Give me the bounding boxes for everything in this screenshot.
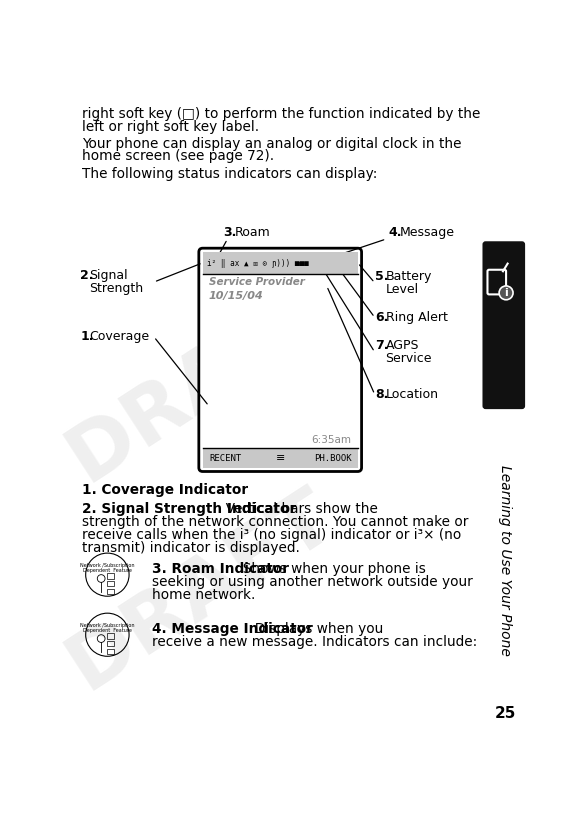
Text: Battery: Battery xyxy=(386,270,432,283)
Text: 4. Message Indicator: 4. Message Indicator xyxy=(151,622,313,636)
Bar xyxy=(107,588,114,594)
Text: 2.: 2. xyxy=(80,270,94,283)
Bar xyxy=(107,633,114,639)
Text: Network /Subscription: Network /Subscription xyxy=(80,563,135,568)
Text: Location: Location xyxy=(386,388,438,401)
Text: 5.: 5. xyxy=(375,270,388,283)
Text: strength of the network connection. You cannot make or: strength of the network connection. You … xyxy=(82,515,468,529)
Text: RECENT: RECENT xyxy=(209,453,241,462)
Text: Shows when your phone is: Shows when your phone is xyxy=(234,561,426,576)
Text: DRAFT: DRAFT xyxy=(53,268,348,498)
Bar xyxy=(107,581,114,587)
Text: Roam: Roam xyxy=(234,226,270,239)
Text: Strength: Strength xyxy=(89,282,144,295)
Bar xyxy=(202,252,358,274)
Text: 7.: 7. xyxy=(375,340,388,352)
Text: Ring Alert: Ring Alert xyxy=(386,311,448,324)
Text: Displays when you: Displays when you xyxy=(246,622,383,636)
Text: seeking or using another network outside your: seeking or using another network outside… xyxy=(151,574,472,589)
Text: ≡: ≡ xyxy=(276,453,285,463)
Circle shape xyxy=(499,286,513,300)
Text: Learning to Use Your Phone: Learning to Use Your Phone xyxy=(498,465,512,655)
Text: 3. Roam Indicator: 3. Roam Indicator xyxy=(151,561,289,576)
FancyBboxPatch shape xyxy=(483,241,525,409)
Text: 6:35am: 6:35am xyxy=(311,435,351,444)
Bar xyxy=(202,449,358,467)
Text: Service: Service xyxy=(386,352,432,365)
Text: receive calls when the i³ (no signal) indicator or i³× (no: receive calls when the i³ (no signal) in… xyxy=(82,528,461,542)
Text: left or right soft key label.: left or right soft key label. xyxy=(82,119,259,134)
Text: Service Provider: Service Provider xyxy=(209,278,304,288)
Text: home network.: home network. xyxy=(151,587,255,602)
Text: receive a new message. Indicators can include:: receive a new message. Indicators can in… xyxy=(151,635,477,649)
Text: Your phone can display an analog or digital clock in the: Your phone can display an analog or digi… xyxy=(82,136,461,150)
Text: Level: Level xyxy=(386,283,419,296)
Text: PH.BOOK: PH.BOOK xyxy=(314,453,351,462)
Text: AGPS: AGPS xyxy=(386,340,419,352)
Text: Dependent  Feature: Dependent Feature xyxy=(83,569,132,574)
Text: DRAFT: DRAFT xyxy=(53,476,348,706)
Text: Network /Subscription: Network /Subscription xyxy=(80,623,135,628)
Text: 4.: 4. xyxy=(389,226,402,239)
Text: 3.: 3. xyxy=(224,226,237,239)
Text: 1. Coverage Indicator: 1. Coverage Indicator xyxy=(82,483,248,497)
Text: 2. Signal Strength Indicator: 2. Signal Strength Indicator xyxy=(82,502,296,516)
Text: Signal: Signal xyxy=(89,270,128,283)
Text: 1.: 1. xyxy=(80,330,94,343)
Bar xyxy=(107,649,114,654)
Text: Vertical bars show the: Vertical bars show the xyxy=(218,502,378,516)
Text: Coverage: Coverage xyxy=(89,330,150,343)
Text: i² ‖ ax ▲ ✉ ⊙ ɲ))) ■■■: i² ‖ ax ▲ ✉ ⊙ ɲ))) ■■■ xyxy=(206,259,309,268)
FancyBboxPatch shape xyxy=(199,248,361,471)
Text: 6.: 6. xyxy=(375,311,388,324)
Text: home screen (see page 72).: home screen (see page 72). xyxy=(82,149,274,163)
Text: The following status indicators can display:: The following status indicators can disp… xyxy=(82,167,377,181)
Bar xyxy=(107,641,114,646)
Text: Message: Message xyxy=(400,226,455,239)
Text: Dependent  Feature: Dependent Feature xyxy=(83,628,132,633)
Text: 10/15/04: 10/15/04 xyxy=(209,291,264,301)
Text: right soft key (□) to perform the function indicated by the: right soft key (□) to perform the functi… xyxy=(82,107,480,121)
Text: 25: 25 xyxy=(495,706,516,721)
Text: i: i xyxy=(504,288,508,298)
Text: 8.: 8. xyxy=(375,388,388,401)
Text: transmit) indicator is displayed.: transmit) indicator is displayed. xyxy=(82,541,300,555)
Bar xyxy=(107,574,114,578)
